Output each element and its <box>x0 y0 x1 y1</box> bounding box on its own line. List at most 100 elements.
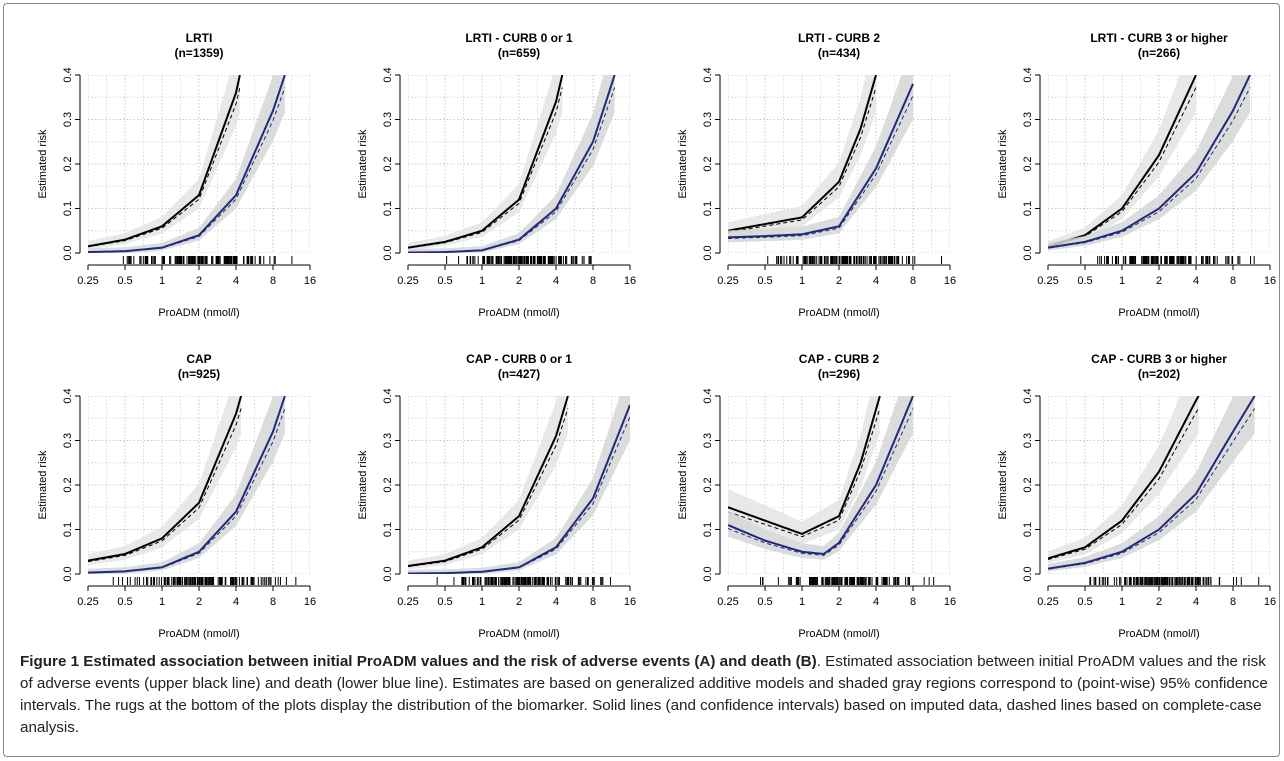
rug <box>446 256 592 264</box>
y-tick-label: 0.0 <box>702 566 714 581</box>
x-tick-label: 4 <box>1193 596 1199 608</box>
y-tick-label: 0.4 <box>62 388 74 403</box>
x-tick-label: 1 <box>799 596 805 608</box>
plot-area <box>1048 396 1270 574</box>
series-line <box>1048 396 1256 570</box>
x-tick-label: 16 <box>304 596 316 608</box>
x-tick-label: 0.5 <box>437 275 452 287</box>
dashed-series-line <box>1048 408 1256 570</box>
confidence-band <box>88 396 285 574</box>
panel-subtitle: (n=202) <box>1138 367 1180 381</box>
x-tick-label: 8 <box>1230 275 1236 287</box>
x-tick-label: 0.5 <box>757 275 772 287</box>
dashed-series-line <box>88 408 242 563</box>
x-tick-label: 16 <box>304 275 316 287</box>
confidence-band <box>408 396 568 570</box>
x-tick-label: 0.25 <box>397 596 418 608</box>
chart-grid: 0.25 0.5 1 2 4 8 16 0.0 0.1 0.2 0.3 0.4 LRTI(n=1359)… <box>37 31 1276 640</box>
x-tick-label: 2 <box>836 596 842 608</box>
dashed-series-line <box>408 408 569 568</box>
chart-panel: 0.25 0.5 1 2 4 8 16 0.0 0.1 0.2 0.3 0.4 LRTI(n=1359)… <box>37 31 316 319</box>
y-tick-label: 0.4 <box>1022 388 1034 403</box>
x-tick-label: 2 <box>1156 275 1162 287</box>
x-tick-label: 4 <box>233 596 239 608</box>
dashed-series-line <box>88 408 286 574</box>
y-tick-label: 0.0 <box>1022 245 1034 260</box>
x-tick-label: 16 <box>944 596 956 608</box>
x-tick-label: 8 <box>270 596 276 608</box>
x-tick-label: 1 <box>799 275 805 287</box>
series-line <box>88 75 241 248</box>
panel-title: CAP - CURB 2 <box>799 352 880 366</box>
dashed-series-line <box>88 87 241 248</box>
y-tick-label: 0.4 <box>382 388 394 403</box>
x-tick-label: 0.25 <box>77 596 98 608</box>
x-tick-label: 8 <box>590 596 596 608</box>
rug <box>112 577 297 585</box>
plot-area <box>728 75 950 253</box>
y-tick-label: 0.1 <box>382 201 394 216</box>
confidence-band <box>728 75 913 243</box>
x-tick-label: 0.5 <box>1077 596 1092 608</box>
panel-title: LRTI - CURB 2 <box>798 31 880 45</box>
x-axis-label: ProADM (nmol/l) <box>158 628 239 640</box>
x-tick-label: 1 <box>1119 275 1125 287</box>
x-axis-label: ProADM (nmol/l) <box>798 307 879 319</box>
x-tick-label: 0.25 <box>1037 596 1058 608</box>
x-tick-label: 0.25 <box>77 275 98 287</box>
panel-subtitle: (n=925) <box>178 367 220 381</box>
x-tick-label: 2 <box>196 596 202 608</box>
x-tick-label: 16 <box>624 275 636 287</box>
x-tick-label: 0.25 <box>717 275 738 287</box>
panel-title: CAP - CURB 0 or 1 <box>466 352 572 366</box>
x-tick-label: 2 <box>516 596 522 608</box>
chart-panel: 0.25 0.5 1 2 4 8 16 0.0 0.1 0.2 0.3 0.4 LRTI - CURB … <box>677 31 956 319</box>
y-tick-label: 0.1 <box>702 201 714 216</box>
y-tick-label: 0.3 <box>382 112 394 127</box>
y-axis-label: Estimated risk <box>997 450 1009 520</box>
y-tick-label: 0.0 <box>1022 566 1034 581</box>
x-tick-label: 4 <box>873 596 879 608</box>
x-tick-label: 4 <box>553 275 559 287</box>
x-tick-label: 1 <box>159 275 165 287</box>
x-tick-label: 16 <box>1264 596 1276 608</box>
x-tick-label: 1 <box>159 596 165 608</box>
x-axis-label: ProADM (nmol/l) <box>158 307 239 319</box>
series-line <box>408 404 630 574</box>
dashed-series-line <box>1048 408 1200 560</box>
caption-body: . Estimated association between initial … <box>20 653 1268 736</box>
panel-subtitle: (n=427) <box>498 367 540 381</box>
y-tick-label: 0.3 <box>62 112 74 127</box>
rug <box>436 577 611 585</box>
dashed-series-line <box>728 87 877 233</box>
series-line <box>728 396 914 556</box>
y-tick-label: 0.2 <box>62 156 74 171</box>
confidence-band <box>728 396 913 560</box>
dashed-series-line <box>408 416 630 574</box>
x-tick-label: 8 <box>1230 596 1236 608</box>
rug <box>1089 577 1260 585</box>
chart-panel: 0.25 0.5 1 2 4 8 16 0.0 0.1 0.2 0.3 0.4 CAP - CURB 0… <box>357 352 636 640</box>
y-tick-label: 0.2 <box>1022 156 1034 171</box>
y-tick-label: 0.1 <box>1022 201 1034 216</box>
caption-lead: Figure 1 Estimated association between i… <box>20 653 817 670</box>
y-tick-label: 0.2 <box>702 156 714 171</box>
x-tick-label: 0.5 <box>117 596 132 608</box>
plot-area <box>88 75 310 253</box>
series-line <box>408 396 569 567</box>
y-tick-label: 0.1 <box>382 522 394 537</box>
confidence-band <box>1048 396 1199 564</box>
dashed-series-line <box>728 408 914 556</box>
x-axis-label: ProADM (nmol/l) <box>478 307 559 319</box>
chart-panel: 0.25 0.5 1 2 4 8 16 0.0 0.1 0.2 0.3 0.4 CAP - CURB 3… <box>997 352 1276 640</box>
y-tick-label: 0.2 <box>382 477 394 492</box>
plot-area <box>408 75 630 253</box>
y-tick-label: 0.0 <box>702 245 714 260</box>
y-tick-label: 0.1 <box>62 522 74 537</box>
panel-subtitle: (n=659) <box>498 46 540 60</box>
confidence-band <box>728 75 876 237</box>
dashed-series-line <box>1048 87 1251 249</box>
confidence-band <box>408 75 615 253</box>
y-tick-label: 0.3 <box>1022 433 1034 448</box>
y-axis-label: Estimated risk <box>997 129 1009 199</box>
